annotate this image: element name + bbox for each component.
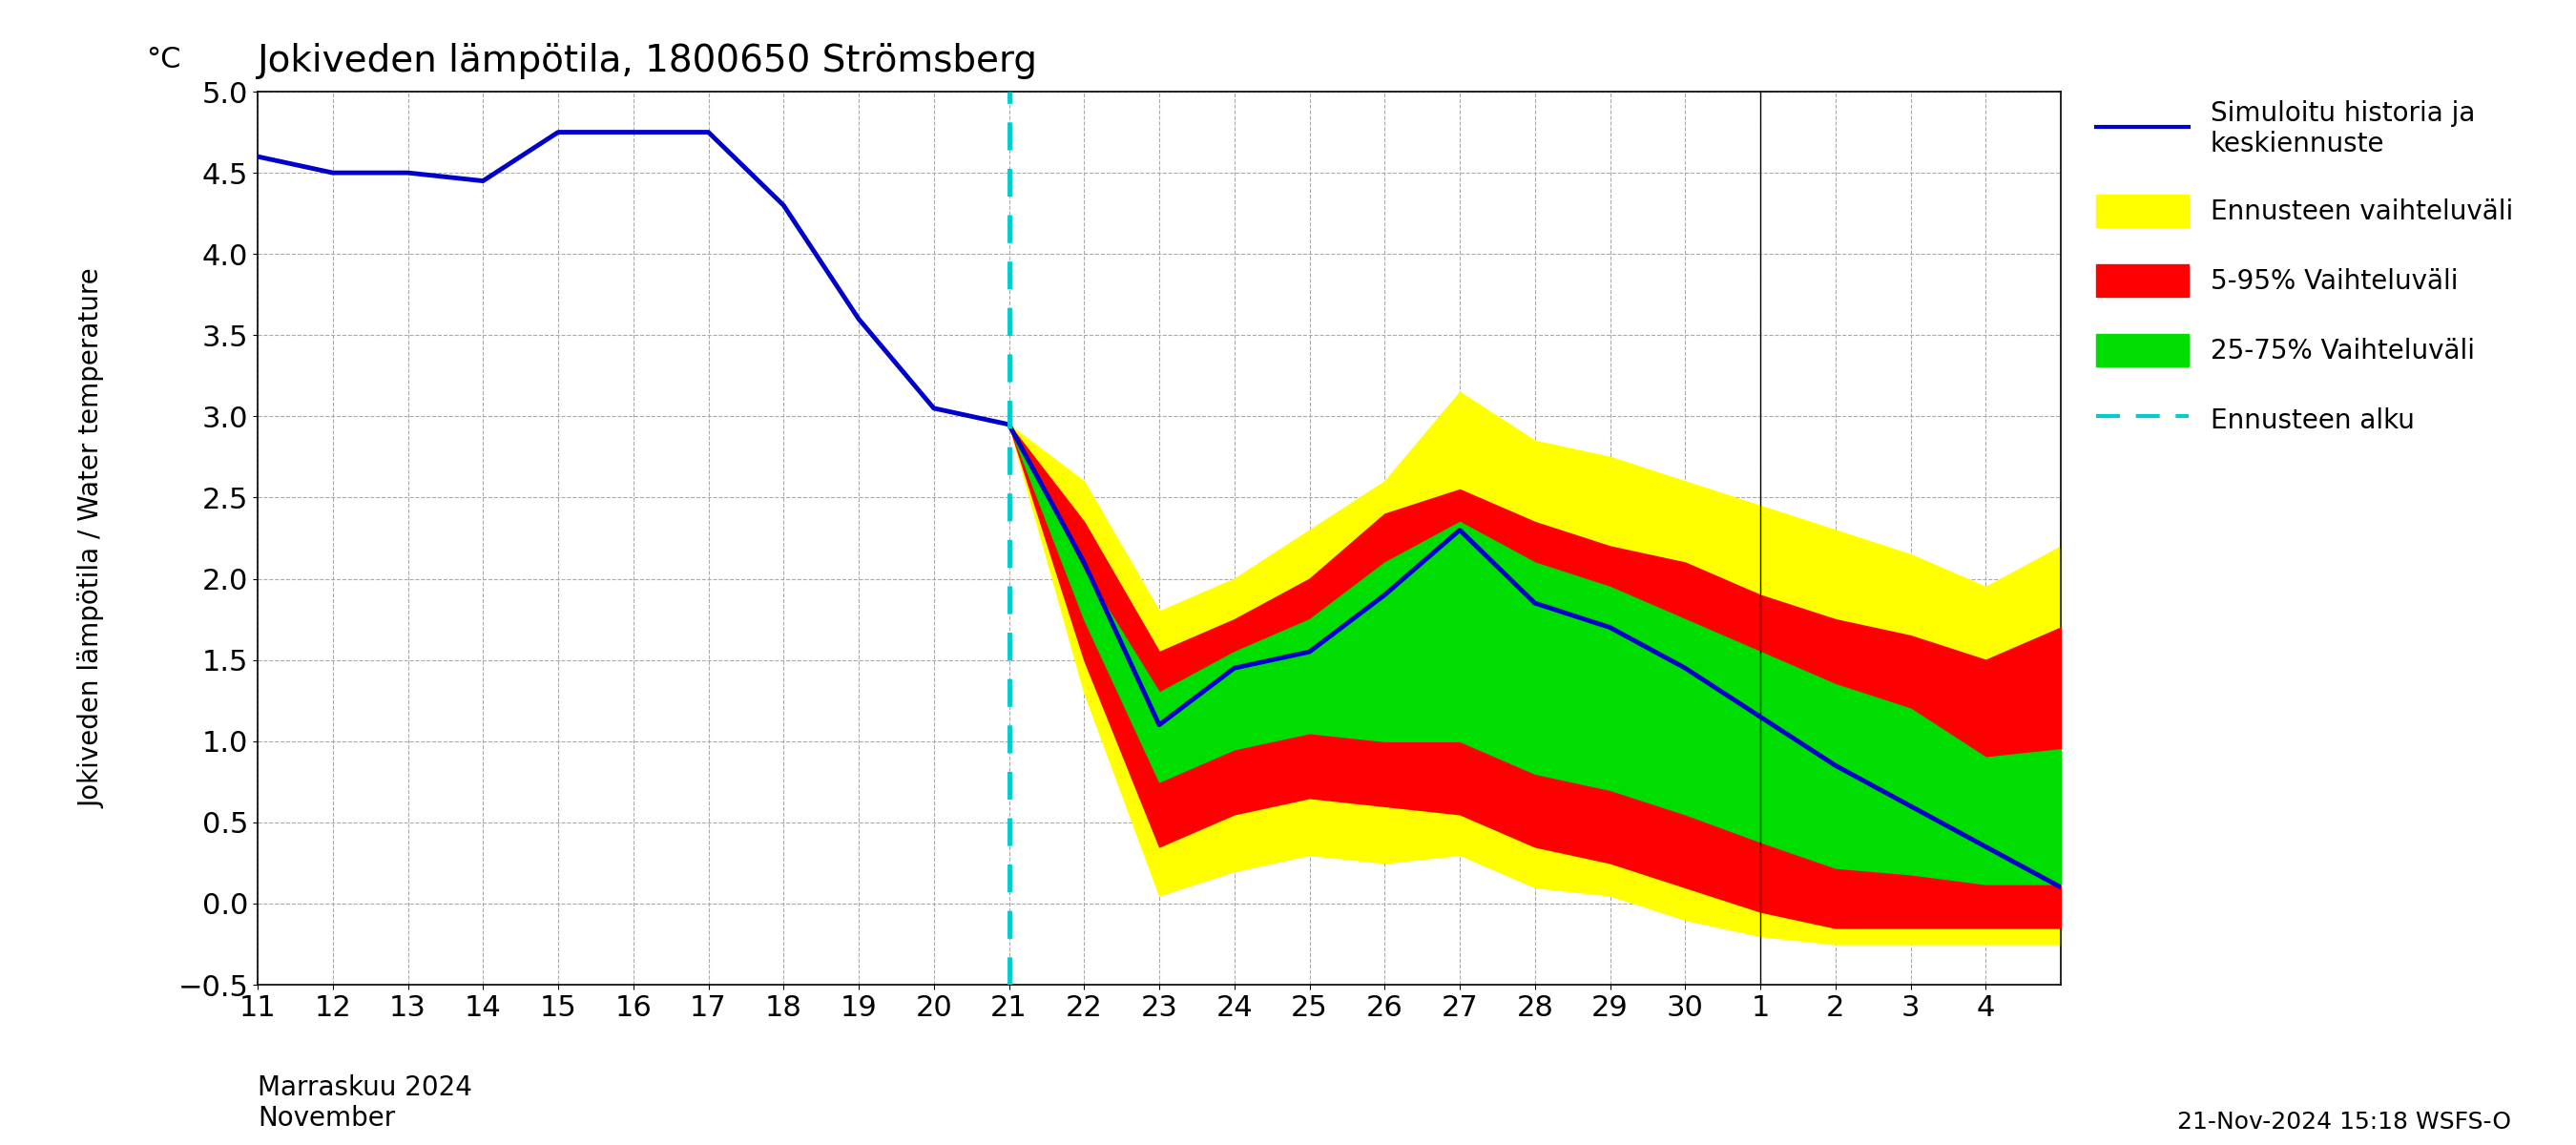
Text: °C: °C — [147, 46, 180, 73]
Legend: Simuloitu historia ja
keskiennuste, Ennusteen vaihteluväli, 5-95% Vaihteluväli, : Simuloitu historia ja keskiennuste, Ennu… — [2084, 87, 2527, 449]
Text: Marraskuu 2024
November: Marraskuu 2024 November — [258, 1074, 471, 1131]
Text: 21-Nov-2024 15:18 WSFS-O: 21-Nov-2024 15:18 WSFS-O — [2177, 1111, 2512, 1134]
Y-axis label: Jokiveden lämpötila / Water temperature: Jokiveden lämpötila / Water temperature — [77, 268, 106, 808]
Text: Jokiveden lämpötila, 1800650 Strömsberg: Jokiveden lämpötila, 1800650 Strömsberg — [258, 44, 1038, 79]
